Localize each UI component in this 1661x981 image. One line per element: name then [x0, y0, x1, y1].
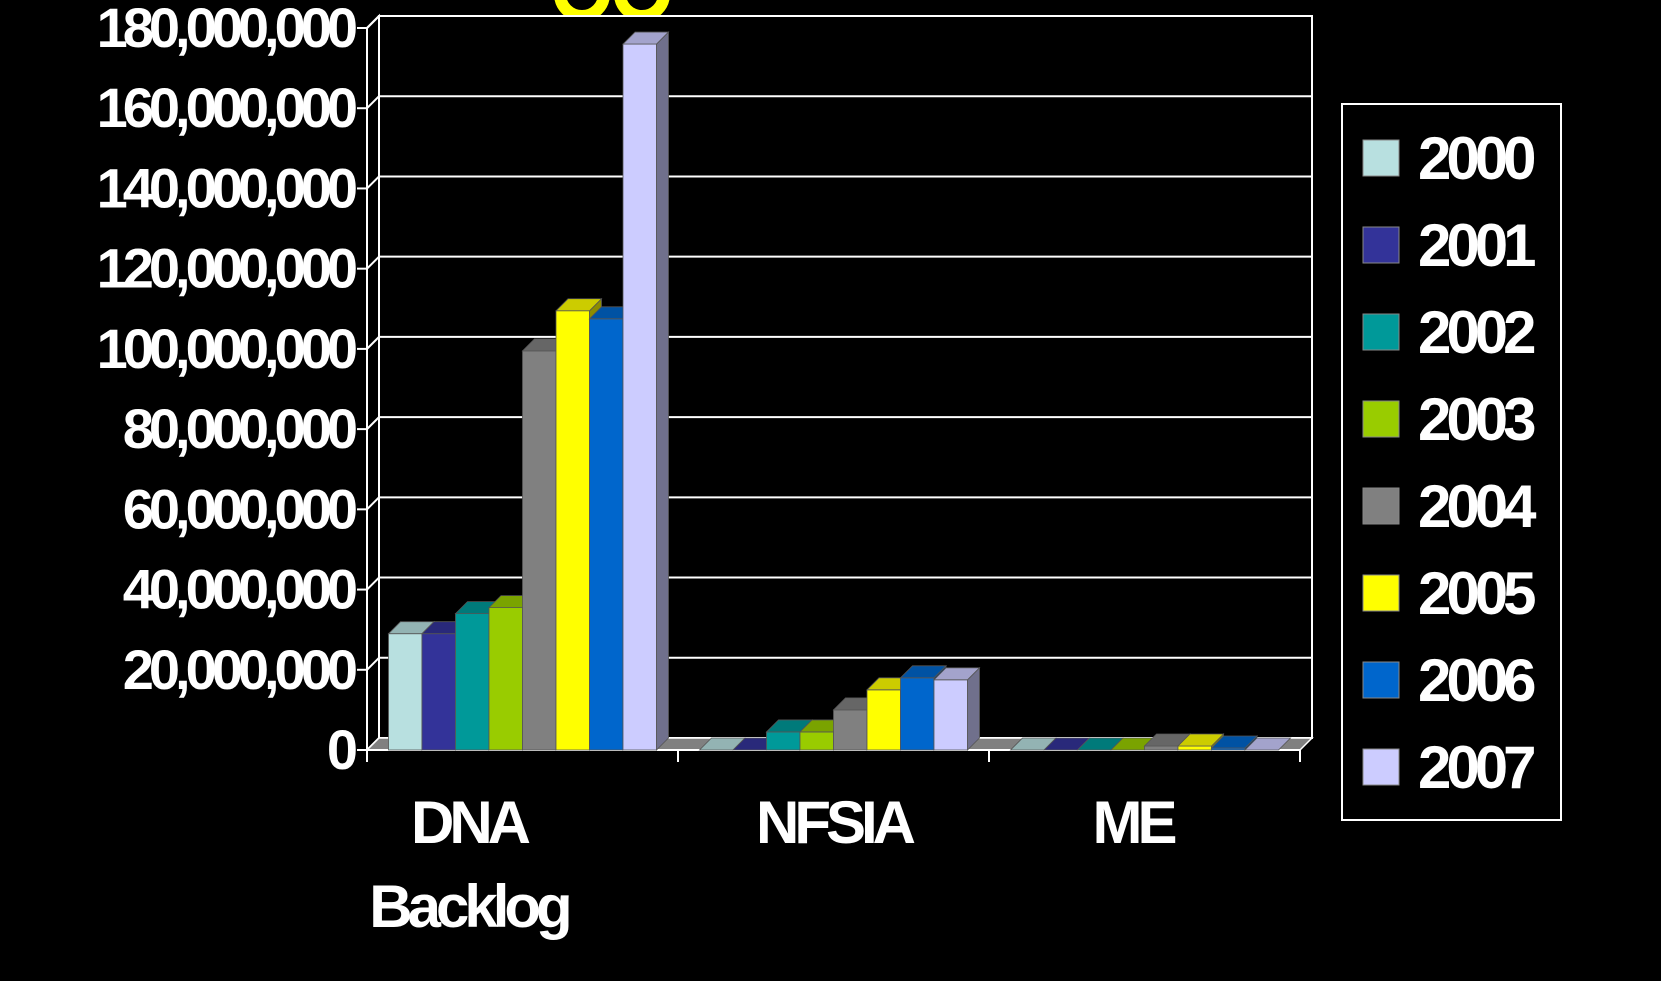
x-tick-label: NFSIA: [756, 789, 915, 856]
y-axis-ticks: 0 20,000,000 40,000,000 60,000,000 80,000,00…: [97, 0, 361, 781]
y-tick-label: 80,000,000: [123, 397, 356, 460]
y-tick-label: 120,000,000: [97, 237, 356, 300]
x-tick-label: ME: [1093, 789, 1176, 856]
bar-2007-0: [622, 31, 670, 751]
gridline-side: [366, 657, 380, 671]
title-fragment: [554, 0, 670, 22]
gridline-side: [366, 175, 380, 190]
legend-label: 2005: [1418, 560, 1535, 627]
legend-swatch: [1362, 226, 1400, 264]
legend-swatch: [1362, 313, 1400, 351]
gridline-side: [366, 416, 380, 430]
legend-label: 2001: [1418, 212, 1535, 279]
legend-label: 2006: [1418, 647, 1535, 714]
x-tick-label: DNA: [411, 789, 530, 856]
legend-label: 2002: [1418, 299, 1534, 366]
gridline-side: [366, 576, 380, 591]
bar-2007-1: [933, 666, 981, 751]
legend-label: 2000: [1418, 125, 1534, 192]
y-tick-label: 180,000,000: [97, 0, 356, 59]
gridline-side: [366, 336, 380, 350]
legend-swatch: [1362, 400, 1400, 438]
gridline-side: [366, 95, 380, 109]
legend-label: 2004: [1418, 473, 1537, 540]
y-tick-label: 160,000,000: [97, 76, 356, 139]
legend-swatch: [1362, 139, 1400, 177]
bars: [387, 31, 1292, 751]
x-axis-ticks: DNA Backlog NFSIA ME: [369, 789, 1180, 940]
y-tick-label: 0: [327, 718, 356, 781]
x-tick-label: Backlog: [369, 873, 569, 940]
y-tick-label: 40,000,000: [123, 558, 356, 621]
gridline-side: [366, 255, 380, 270]
y-tick-label: 60,000,000: [123, 477, 356, 540]
legend-label: 2007: [1418, 734, 1534, 801]
legend-box: [1341, 103, 1562, 821]
y-tick-label: 140,000,000: [97, 156, 356, 219]
y-tick-label: 20,000,000: [123, 638, 356, 701]
legend: 2000 2001 2002 2003 2004 2005 2006 2007: [1341, 103, 1562, 821]
side-wall: [366, 13, 380, 753]
bar-2007-2: [1244, 737, 1292, 751]
legend-label: 2003: [1418, 386, 1535, 453]
legend-swatch: [1362, 661, 1400, 699]
legend-swatch: [1362, 748, 1400, 786]
legend-swatch: [1362, 487, 1400, 525]
gridline-side: [366, 496, 380, 511]
gridline-side: [366, 15, 380, 29]
y-tick-label: 100,000,000: [97, 317, 356, 380]
legend-swatch: [1362, 574, 1400, 612]
